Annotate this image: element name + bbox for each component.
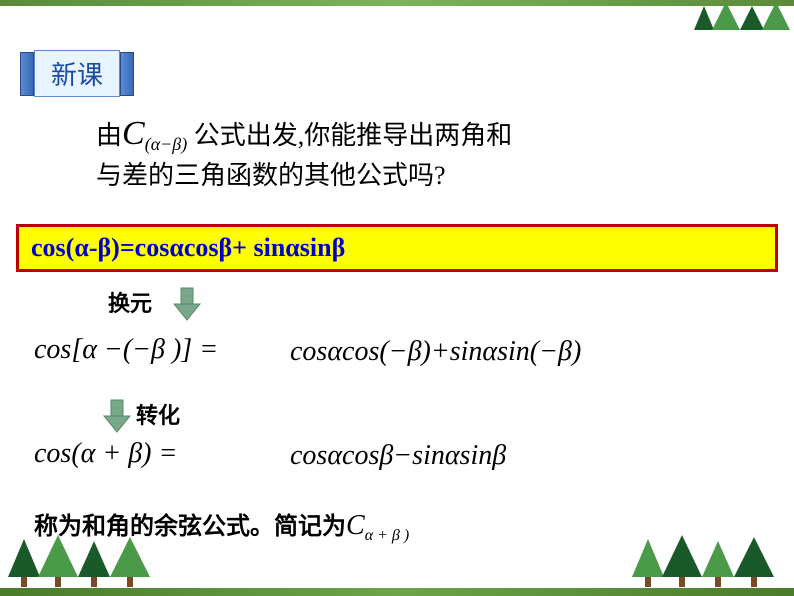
section-label-scroll: 新课 [20,50,134,97]
step1-right: cosαcos(−β)+sinαsin(−β) [290,336,581,368]
top-accent-bar [0,0,794,6]
question-text: 由C(α−β) 公式出发,你能推导出两角和 与差的三角函数的其他公式吗? [96,110,512,194]
step1-left: cos[α −(−β )] = [34,334,218,366]
bottom-left-trees [0,531,180,596]
question-symbol: C [122,115,145,152]
highlight-formula-box: cos(α-β)=cosαcosβ+ sinαsinβ [16,224,778,272]
step1-right-text: cosαcos(−β)+sinαsin(−β) [290,336,581,367]
step2-left-text: cos(α + β) = [34,438,177,469]
annotation-zhuanhua: 转化 [136,398,180,430]
corner-trees-top-right [684,0,794,44]
scroll-cap-right [120,52,134,96]
bottom-right-trees [624,531,794,596]
question-line2: 与差的三角函数的其他公式吗? [96,161,446,190]
step1-left-text: cos[α −(−β )] = [34,334,218,365]
step2-right: cosαcosβ−sinαsinβ [290,440,506,472]
scroll-cap-left [20,52,34,96]
question-prefix: 由 [96,121,122,150]
annotation-huanyuan: 换元 [108,286,152,318]
step2-right-text: cosαcosβ−sinαsinβ [290,440,506,471]
conclusion-subscript: α + β ) [365,527,410,544]
section-label: 新课 [34,50,120,97]
highlight-formula: cos(α-β)=cosαcosβ+ sinαsinβ [31,233,345,262]
question-mid: 公式出发,你能推导出两角和 [187,121,512,150]
bottom-accent-bar [0,588,794,596]
question-subscript: (α−β) [145,134,188,154]
step2-left: cos(α + β) = [34,438,177,470]
arrow-down-icon [172,286,202,327]
conclusion-symbol: C [346,510,365,541]
arrow-down-icon [102,398,132,439]
